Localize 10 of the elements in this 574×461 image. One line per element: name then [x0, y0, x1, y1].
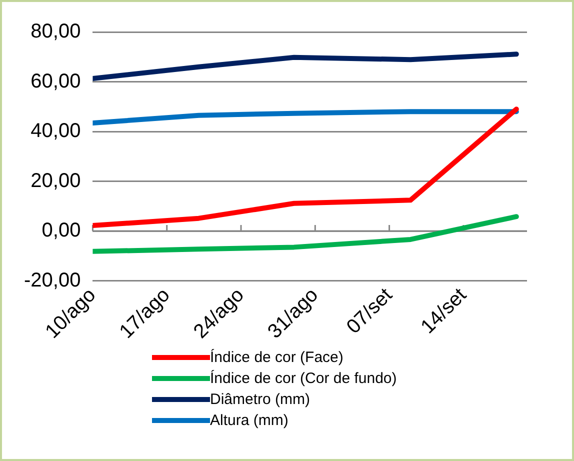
y-tick-label: 80,00: [30, 20, 81, 43]
legend-label: Altura (mm): [210, 411, 288, 431]
y-tick-label: 0,00: [42, 220, 81, 242]
y-tick-label: 20,00: [30, 170, 81, 192]
y-tick-label: 60,00: [30, 70, 81, 92]
legend-label: Diâmetro (mm): [210, 390, 310, 410]
legend-label: Índice de cor (Cor de fundo): [210, 369, 397, 389]
legend-label: Índice de cor (Face): [210, 348, 344, 368]
y-tick-label: -20,00: [24, 269, 81, 292]
y-tick-label: 40,00: [30, 120, 81, 142]
